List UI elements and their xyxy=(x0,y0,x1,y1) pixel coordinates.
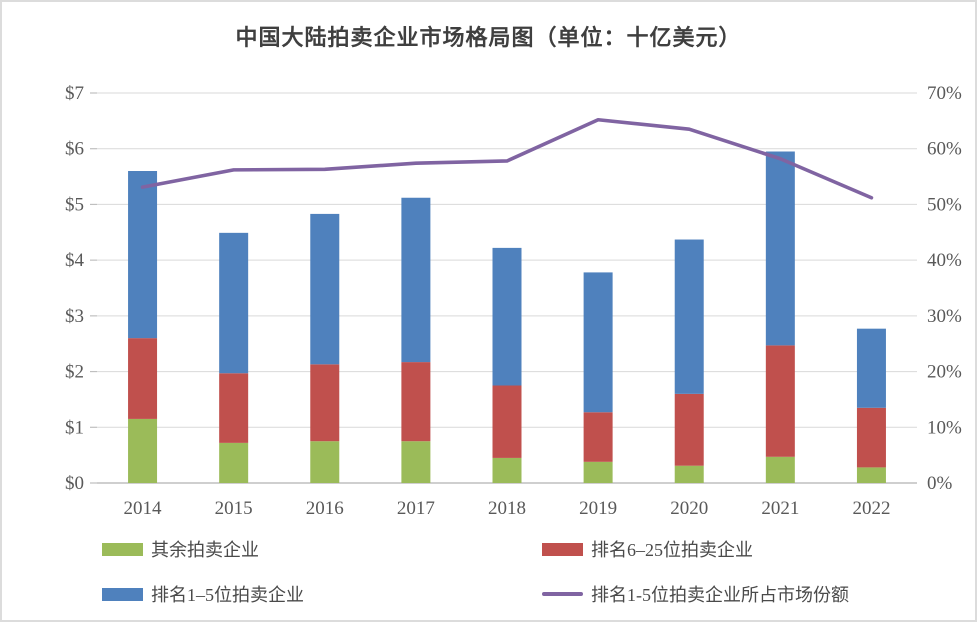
bar-segment xyxy=(219,232,249,374)
left-axis-tick-label: $1 xyxy=(65,417,84,438)
bar-segment xyxy=(856,328,886,408)
market-share-line-swatch-icon xyxy=(542,592,583,596)
bar-segment xyxy=(492,247,522,386)
bar-segment xyxy=(401,441,431,483)
x-axis-tick-label: 2018 xyxy=(488,498,526,519)
legend-label-rank1-5: 排名1–5位拍卖企业 xyxy=(151,585,304,605)
right-axis-tick-label: 70% xyxy=(927,83,962,104)
others-series-swatch-icon xyxy=(102,542,143,556)
bar-segment xyxy=(310,213,340,365)
bar-segment xyxy=(219,442,249,483)
legend-item-market-share: 排名1-5位拍卖企业所占市场份额 xyxy=(542,581,849,607)
legend-label-others: 其余拍卖企业 xyxy=(151,540,259,560)
bar-segment xyxy=(401,362,431,442)
bar-segment xyxy=(128,338,158,419)
rank6-25-series-swatch-icon xyxy=(542,542,583,556)
bar-segment xyxy=(401,197,431,363)
right-axis-tick-label: 10% xyxy=(927,417,962,438)
x-axis-tick-label: 2020 xyxy=(670,498,708,519)
left-axis-tick-label: $2 xyxy=(65,362,84,383)
bar-segment xyxy=(128,171,158,339)
legend-item-others: 其余拍卖企业 xyxy=(102,536,259,562)
right-axis-tick-label: 20% xyxy=(927,362,962,383)
right-axis-tick-label: 60% xyxy=(927,139,962,160)
bar-segment xyxy=(674,239,704,394)
legend-label-rank6-25: 排名6–25位拍卖企业 xyxy=(591,540,753,560)
x-axis-tick-label: 2016 xyxy=(306,498,344,519)
x-axis-tick-label: 2014 xyxy=(124,498,163,519)
left-axis-tick-label: $4 xyxy=(65,250,85,271)
left-axis-tick-label: $7 xyxy=(65,83,84,104)
left-axis-tick-label: $5 xyxy=(65,194,84,215)
bar-segment xyxy=(856,467,886,483)
bar-segment xyxy=(674,393,704,466)
bar-segment xyxy=(583,412,613,462)
bar-segment xyxy=(765,151,795,346)
bar-segment xyxy=(492,385,522,458)
x-axis-tick-label: 2019 xyxy=(579,498,617,519)
rank1-5-series-swatch-icon xyxy=(102,587,143,601)
x-axis-tick-label: 2021 xyxy=(761,498,799,519)
bar-segment xyxy=(128,418,158,483)
bar-segment xyxy=(583,461,613,483)
bar-segment xyxy=(310,441,340,483)
x-axis-tick-label: 2017 xyxy=(397,498,435,519)
legend-label-market-share: 排名1-5位拍卖企业所占市场份额 xyxy=(591,585,849,605)
legend-item-rank1-5: 排名1–5位拍卖企业 xyxy=(102,581,304,607)
right-axis-tick-label: 30% xyxy=(927,306,962,327)
left-axis-tick-label: $6 xyxy=(65,139,84,160)
x-axis-tick-label: 2022 xyxy=(852,498,890,519)
bar-segment xyxy=(492,457,522,483)
left-axis-tick-label: $0 xyxy=(65,473,84,494)
right-axis-tick-label: 50% xyxy=(927,194,962,215)
bar-segment xyxy=(856,407,886,468)
market-share-line xyxy=(140,117,874,200)
right-axis-tick-label: 40% xyxy=(927,250,962,271)
bar-segment xyxy=(765,345,795,457)
x-axis-tick-label: 2015 xyxy=(215,498,253,519)
legend: 其余拍卖企业 排名6–25位拍卖企业 排名1–5位拍卖企业 排名1-5位拍卖企业… xyxy=(2,522,975,617)
chart-title: 中国大陆拍卖企业市场格局图（单位：十亿美元） xyxy=(235,25,742,50)
left-axis-tick-label: $3 xyxy=(65,306,84,327)
legend-item-rank6-25: 排名6–25位拍卖企业 xyxy=(542,536,753,562)
bar-segment xyxy=(765,456,795,483)
bar-segment xyxy=(310,364,340,442)
right-axis-tick-label: 0% xyxy=(927,473,953,494)
bar-segment xyxy=(219,373,249,443)
bar-segment xyxy=(583,272,613,413)
bar-segment xyxy=(674,465,704,483)
